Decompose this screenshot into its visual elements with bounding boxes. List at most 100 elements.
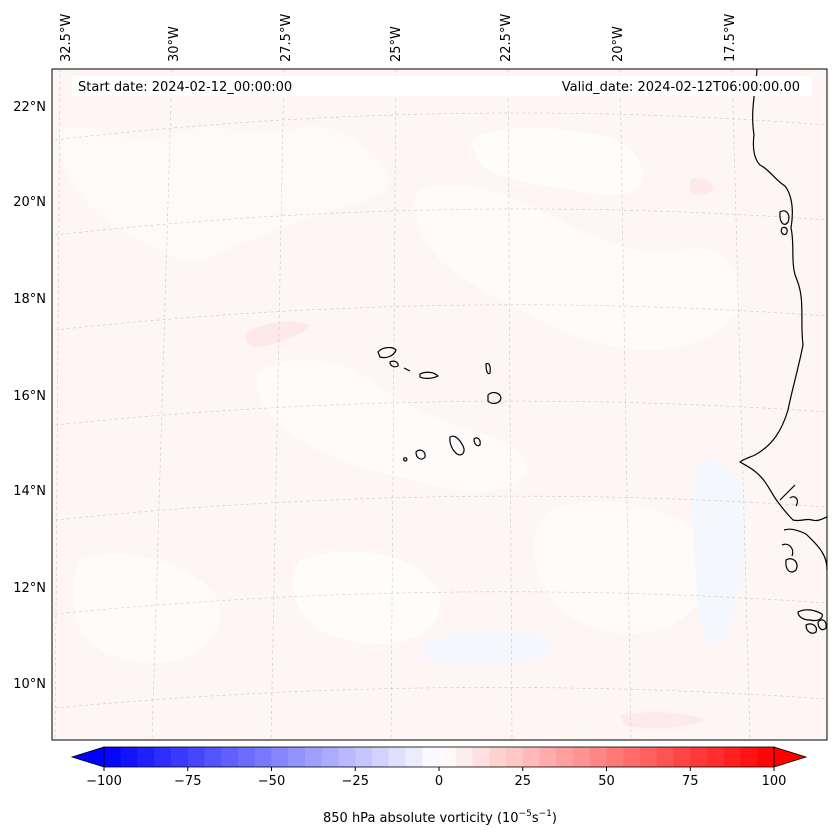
colorbar-segment — [690, 747, 708, 767]
colorbar-segment — [288, 747, 306, 767]
map-frame — [51, 68, 828, 741]
longitude-label: 25°W — [389, 26, 404, 62]
colorbar-extend-min — [70, 746, 105, 768]
island-santo-antao — [377, 346, 397, 359]
island-boa-vista — [487, 392, 502, 404]
colorbar-segment — [673, 747, 691, 767]
colorbar-segment — [372, 747, 390, 767]
colorbar-tick-label: 75 — [682, 774, 699, 789]
colorbar-tick-label: −50 — [258, 774, 285, 789]
island-sao-nicolau — [419, 371, 440, 379]
colorbar-segment — [204, 747, 222, 767]
colorbar-segment — [640, 747, 658, 767]
colorbar-segment — [623, 747, 641, 767]
colorbar-segment — [238, 747, 256, 767]
longitude-labels: 32.5°W 30°W 27.5°W 25°W 22.5°W 20°W 17.5°W — [59, 14, 738, 62]
colorbar-segment — [104, 747, 122, 767]
colorbar-tick-label: 100 — [762, 774, 787, 789]
longitude-label: 30°W — [167, 26, 182, 62]
start-date-label: Start date: 2024-02-12_00:00:00 — [78, 80, 292, 95]
latitude-label: 10°N — [13, 677, 46, 692]
latitude-label: 18°N — [13, 292, 46, 307]
island-santiago — [449, 435, 465, 456]
colorbar-segment — [707, 747, 725, 767]
latitude-labels: 22°N 20°N 18°N 16°N 14°N 12°N 10°N — [13, 100, 46, 692]
colorbar-segment — [439, 747, 457, 767]
field-patch-red — [620, 712, 705, 728]
graticule — [54, 68, 828, 741]
african-coastline — [739, 68, 828, 634]
field-patch-blue — [420, 631, 553, 665]
island-sal — [485, 362, 491, 375]
colorbar-tick-label: −75 — [174, 774, 201, 789]
colorbar-segment — [388, 747, 407, 767]
map-panel: Start date: 2024-02-12_00:00:00 Valid_da… — [51, 68, 828, 741]
colorbar-segment — [589, 747, 608, 767]
valid-date-label: Valid_date: 2024-02-12T06:00:00.00 — [562, 80, 800, 95]
island-maio — [473, 437, 481, 447]
colorbar-segment — [573, 747, 591, 767]
colorbar-segment — [740, 747, 758, 767]
longitude-label: 20°W — [611, 26, 626, 62]
field-patch-light — [292, 551, 441, 645]
colorbar-segment — [221, 747, 239, 767]
island-brava — [403, 457, 408, 462]
colorbar-segment — [271, 747, 289, 767]
colorbar-segment — [321, 747, 340, 767]
colorbar-tick-label: −25 — [342, 774, 369, 789]
latitude-label: 16°N — [13, 389, 46, 404]
colorbar-segment — [539, 747, 557, 767]
field-patch-red — [690, 178, 714, 195]
colorbar-segment — [254, 747, 273, 767]
colorbar-segments — [70, 746, 808, 768]
cape-verde-islands — [377, 346, 502, 462]
island-fogo — [415, 449, 426, 460]
colorbar-segment — [422, 747, 440, 767]
colorbar-segment — [656, 747, 675, 767]
colorbar-label: 850 hPa absolute vorticity (10−5s−1) — [323, 809, 557, 826]
latitude-label: 14°N — [13, 484, 46, 499]
colorbar-tick-label: −100 — [86, 774, 122, 789]
colorbar-segment — [723, 747, 742, 767]
colorbar-segment — [757, 747, 775, 767]
field-patch-light — [414, 185, 741, 351]
field-patch-light — [470, 127, 643, 195]
field-patch-light — [60, 126, 389, 263]
colorbar-segment — [522, 747, 541, 767]
field-patch-red — [245, 321, 310, 348]
colorbar-segment — [606, 747, 624, 767]
colorbar-segment — [338, 747, 356, 767]
colorbar-tick-label: 50 — [598, 774, 615, 789]
island-sao-vicente — [389, 360, 399, 368]
longitude-label: 32.5°W — [59, 14, 74, 62]
colorbar-segment — [506, 747, 524, 767]
island-santa-luzia — [403, 367, 411, 372]
longitude-label: 22.5°W — [499, 14, 514, 62]
colorbar-segment — [489, 747, 507, 767]
colorbar-tick-label: 0 — [435, 774, 443, 789]
colorbar-segment — [556, 747, 574, 767]
date-annotation-box — [72, 76, 812, 96]
field-patch-light — [72, 553, 221, 664]
field-patch-light — [534, 501, 711, 634]
colorbar-segment — [120, 747, 139, 767]
colorbar-extend-max — [773, 746, 808, 768]
colorbar-segment — [187, 747, 206, 767]
colorbar-segment — [472, 747, 490, 767]
colorbar-tick-label: 25 — [514, 774, 531, 789]
colorbar-segment — [171, 747, 189, 767]
colorbar-segment — [355, 747, 373, 767]
colorbar-segment — [455, 747, 474, 767]
latitude-label: 20°N — [13, 195, 46, 210]
colorbar-segment — [137, 747, 155, 767]
colorbar-segment — [305, 747, 323, 767]
colorbar-segment — [154, 747, 172, 767]
longitude-label: 17.5°W — [723, 14, 738, 62]
colorbar-ticks: −100 −75 −50 −25 0 25 50 75 100 — [86, 767, 786, 789]
colorbar-segment — [405, 747, 423, 767]
latitude-label: 22°N — [13, 100, 46, 115]
longitude-label: 27.5°W — [279, 14, 294, 62]
field-patch-light — [257, 359, 527, 492]
colorbar: −100 −75 −50 −25 0 25 50 75 100 850 hPa absolute… — [70, 746, 808, 826]
